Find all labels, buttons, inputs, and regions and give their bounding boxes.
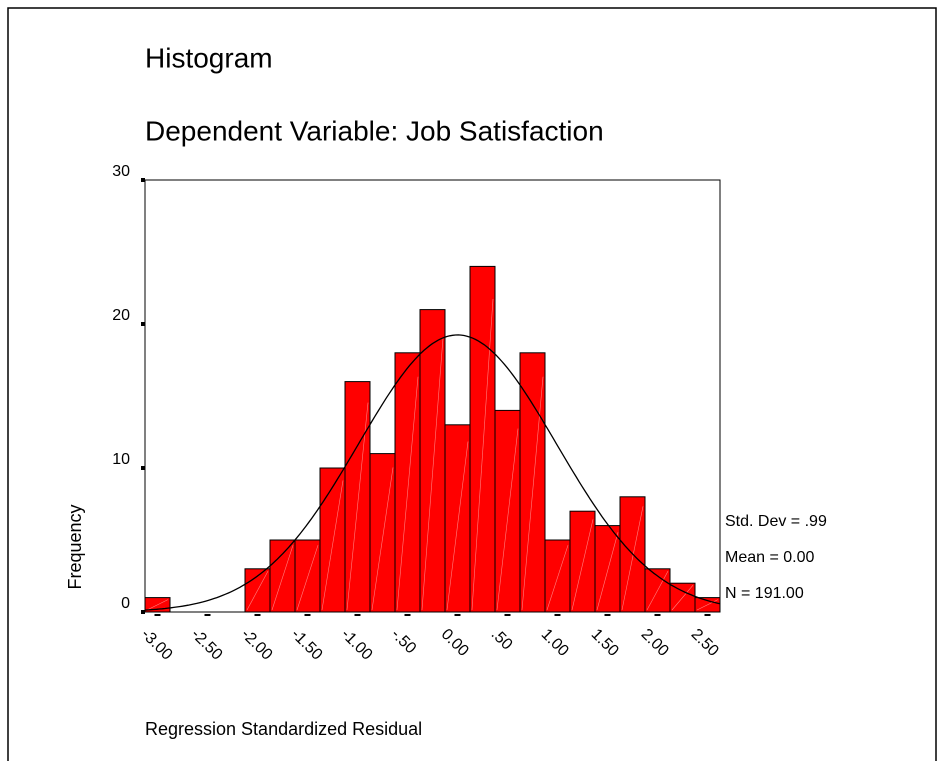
bar — [344, 381, 371, 613]
x-tick-label: 2.00 — [638, 626, 672, 660]
x-tick-label: -.50 — [388, 626, 420, 658]
bar-hatch — [571, 519, 594, 611]
bar — [369, 453, 396, 613]
y-tick-label: 20 — [112, 307, 130, 324]
y-tick-label: 0 — [121, 595, 130, 612]
x-tick-label: .50 — [488, 626, 516, 654]
x-axis-label: Regression Standardized Residual — [145, 719, 422, 739]
y-tick-label: 30 — [112, 163, 130, 180]
bar — [294, 539, 321, 613]
x-tick-label: -2.50 — [188, 626, 226, 664]
y-tick-label: 10 — [112, 451, 130, 468]
bar-hatch — [146, 599, 169, 611]
bar-hatch — [496, 428, 519, 611]
y-tick — [141, 610, 145, 614]
bar-hatch — [621, 506, 644, 611]
bar-hatch — [271, 545, 294, 611]
bar — [519, 352, 546, 613]
chart-title: Histogram — [145, 42, 273, 73]
x-tick-label: -3.00 — [138, 626, 176, 664]
bar-hatch — [446, 441, 469, 611]
y-axis-label: Frequency — [65, 504, 85, 589]
bar-hatch — [546, 545, 569, 611]
bar — [394, 352, 421, 613]
x-tick-label: -1.50 — [288, 626, 326, 664]
bar-hatch — [371, 467, 394, 611]
x-tick-label: 0.00 — [438, 626, 472, 660]
x-tick-label: 2.50 — [688, 626, 722, 660]
x-tick-label: -1.00 — [338, 626, 376, 664]
bar-hatch — [696, 599, 719, 611]
bar-hatch — [321, 480, 344, 611]
bar-hatch — [246, 570, 269, 611]
bar — [419, 309, 446, 613]
bar-hatch — [596, 532, 619, 611]
x-tick-label: 1.00 — [538, 626, 572, 660]
x-tick-label: -2.00 — [238, 626, 276, 664]
frame — [7, 7, 937, 761]
bar-hatch — [296, 545, 319, 611]
y-tick — [141, 322, 145, 326]
bar-hatch — [671, 585, 694, 611]
y-tick — [141, 466, 145, 470]
bar — [494, 409, 521, 613]
x-tick-label: 1.50 — [588, 626, 622, 660]
bar-hatch — [421, 337, 444, 611]
stat-label: Std. Dev = .99 — [725, 513, 827, 530]
chart-subtitle: Dependent Variable: Job Satisfaction — [145, 115, 604, 146]
bar-hatch — [396, 376, 419, 611]
bar — [444, 424, 471, 613]
bar-hatch — [471, 298, 494, 611]
bar — [469, 265, 496, 613]
stat-label: N = 191.00 — [725, 585, 804, 602]
y-tick — [141, 178, 145, 182]
normal-curve — [144, 334, 721, 611]
bar-hatch — [346, 402, 369, 611]
stat-label: Mean = 0.00 — [725, 549, 815, 566]
bar-hatch — [646, 570, 669, 611]
